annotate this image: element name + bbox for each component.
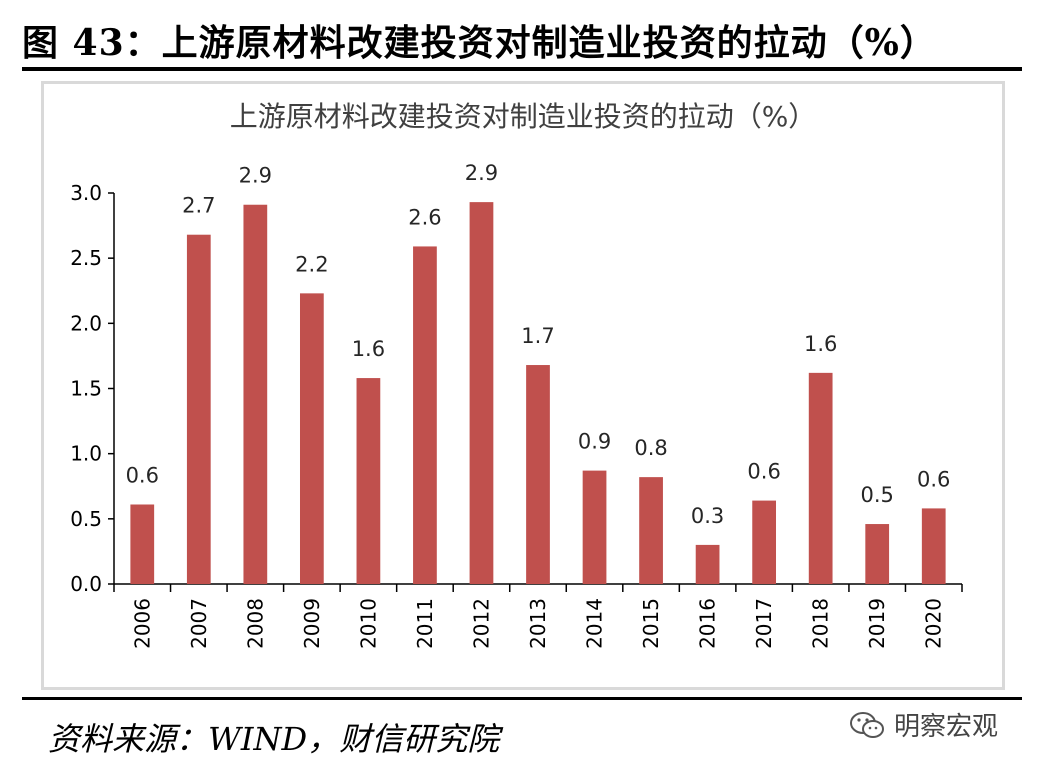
data-label-2007: 2.7 (182, 194, 215, 218)
data-label-2018: 1.6 (804, 332, 837, 356)
x-tick-label: 2008 (243, 598, 267, 649)
data-label-2019: 0.5 (860, 483, 893, 507)
x-tick-label: 2015 (639, 598, 663, 649)
watermark-text: 明察宏观 (894, 712, 999, 742)
y-tick-label: 2.0 (70, 311, 102, 335)
watermark: 明察宏观 (848, 706, 998, 743)
x-tick-label: 2013 (526, 598, 550, 649)
bar-2020 (921, 508, 946, 584)
x-tick-label: 2007 (187, 598, 211, 649)
data-labels: 0.6 2.7 2.9 2.2 1.6 2.6 2.9 1.7 0.9 0.8 0.3 0.6 1.6 0… (126, 161, 951, 528)
bar-2016 (695, 544, 720, 584)
bar-2009 (299, 293, 324, 584)
bar-2011 (413, 246, 437, 585)
bar-2007 (186, 234, 211, 584)
bar-2015 (639, 477, 663, 584)
source-note: 资料来源：WIND，财信研究院 (48, 720, 500, 758)
data-label-2020: 0.6 (917, 467, 950, 491)
data-label-2014: 0.9 (578, 430, 611, 454)
figure-header: 图 43：上游原材料改建投资对制造业投资的拉动（%） (22, 22, 937, 64)
data-label-2015: 0.8 (634, 436, 667, 460)
x-tick-label: 2017 (752, 598, 776, 649)
data-label-2016: 0.3 (691, 504, 724, 528)
data-label-2010: 1.6 (352, 337, 385, 361)
x-tick-label: 2010 (356, 598, 380, 649)
y-tick-label: 1.5 (70, 377, 102, 401)
bar-2017 (752, 500, 777, 584)
wechat-icon (850, 711, 884, 738)
bar-2010 (356, 378, 381, 584)
chart-title: 上游原材料改建投资对制造业投资的拉动（%） (230, 100, 817, 133)
y-tick-label: 0.5 (70, 507, 102, 531)
bar-2008 (243, 204, 268, 585)
data-label-2012: 2.9 (465, 161, 498, 185)
data-label-2009: 2.2 (295, 252, 328, 276)
bar-2019 (865, 524, 890, 584)
bar-2014 (582, 470, 607, 584)
x-tick-label: 2020 (922, 598, 946, 649)
x-tick-label: 2011 (413, 598, 437, 649)
y-tick-label: 2.5 (70, 246, 102, 270)
x-tick-label: 2018 (809, 598, 833, 649)
x-tick-label: 2012 (469, 598, 493, 649)
data-label-2008: 2.9 (239, 164, 272, 188)
data-label-2013: 1.7 (521, 324, 554, 348)
x-tick-label: 2019 (865, 598, 889, 649)
data-label-2017: 0.6 (747, 460, 780, 484)
x-tick-label: 2014 (583, 598, 607, 649)
footer-rule (22, 697, 1022, 700)
bar-2013 (526, 365, 550, 584)
y-tick-label: 3.0 (70, 181, 102, 205)
y-axis: 0.0 0.5 1.0 1.5 2.0 2.5 3.0 (70, 181, 115, 596)
bar-2006 (130, 504, 155, 584)
bar-2012 (469, 202, 494, 584)
bar-series (130, 202, 946, 585)
x-axis: 2006 2007 2008 2009 2010 2011 2012 2013 2014 2015… (113, 583, 963, 649)
x-tick-label: 2016 (696, 598, 720, 649)
data-label-2011: 2.6 (408, 205, 441, 229)
x-tick-label: 2009 (300, 598, 324, 649)
bar-2018 (808, 372, 833, 584)
data-label-2006: 0.6 (126, 463, 159, 487)
header-rule (22, 67, 1022, 71)
y-tick-label: 0.0 (70, 572, 102, 596)
x-tick-label: 2006 (130, 598, 154, 649)
y-tick-label: 1.0 (70, 442, 102, 466)
